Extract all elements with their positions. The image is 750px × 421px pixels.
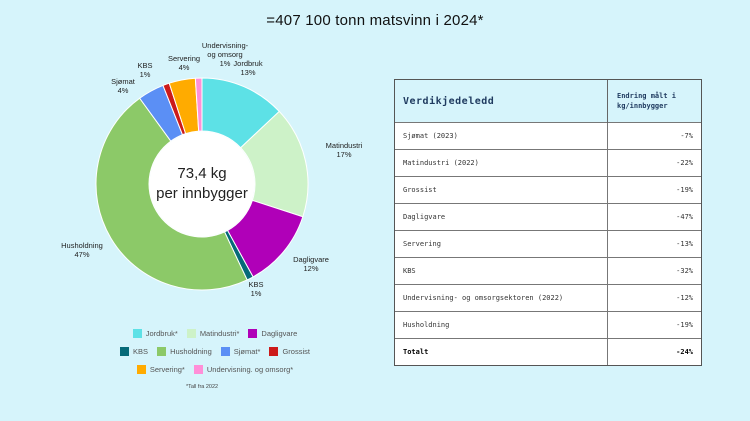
row-value: -12% (607, 284, 701, 312)
legend-item-sjomat: Sjømat* (220, 347, 260, 356)
legend-swatch (248, 329, 258, 338)
legend-item-dagligvare: Dagligvare (248, 329, 297, 338)
slice-label: Sjømat 4% (111, 77, 136, 95)
legend-row: Jordbruk* Matindustri* Dagligvare (110, 329, 320, 338)
legend-item-matindustri: Matindustri* (186, 329, 239, 338)
slice-label: Jordbruk 13% (233, 59, 262, 77)
legend-item-jordbruk: Jordbruk* (132, 329, 178, 338)
table-row: Undervisning- og omsorgsektoren (2022) -1… (395, 284, 701, 312)
row-value: -13% (607, 230, 701, 258)
legend-swatch (220, 347, 230, 356)
row-value: -22% (607, 149, 701, 177)
slice-label: Matindustri 17% (326, 141, 363, 159)
legend-swatch (136, 365, 146, 374)
legend-item-grossist: Grossist (269, 347, 310, 356)
table-row: Husholdning -19% (395, 311, 701, 339)
column-header-change: Endring målt i kg/innbygger (607, 80, 701, 123)
table-header-row: Verdikjedeledd Endring målt i kg/innbygg… (395, 80, 701, 123)
row-label: Sjømat (2023) (395, 122, 608, 150)
page-title: =407 100 tonn matsvinn i 2024* (266, 12, 484, 29)
row-value: -24% (607, 338, 701, 365)
row-label: Husholdning (395, 311, 608, 339)
slice-label: Dagligvare 12% (293, 255, 329, 273)
legend-row: Servering* Undervisning. og omsorg* (110, 365, 320, 374)
change-table: Verdikjedeledd Endring målt i kg/innbygg… (394, 79, 702, 366)
legend-item-kbs: KBS (120, 347, 148, 356)
legend-swatch (193, 365, 203, 374)
table-row-total: Totalt -24% (395, 338, 701, 365)
slice-husholdning (95, 97, 248, 291)
slice-undervisning-og-omsorg (194, 77, 203, 132)
slice-label: Undervisning-og omsorg 1% (202, 41, 249, 68)
row-label: Totalt (395, 338, 608, 365)
center-label-line: per innbygger (156, 185, 248, 202)
legend-swatch (186, 329, 196, 338)
legend-item-undervisning: Undervisning. og omsorg* (193, 365, 293, 374)
row-value: -32% (607, 257, 701, 285)
row-label: KBS (395, 257, 608, 285)
row-label: Grossist (395, 176, 608, 204)
chart-legend: Jordbruk* Matindustri* Dagligvare KBS Hu… (110, 329, 320, 383)
slice-label: Servering 4% (168, 54, 200, 72)
table-row: Servering -13% (395, 230, 701, 258)
table-row: Sjømat (2023) -7% (395, 122, 701, 150)
row-label: Matindustri (2022) (395, 149, 608, 177)
legend-swatch (157, 347, 167, 356)
center-label-line: 73,4 kg (177, 165, 226, 182)
column-header-value-chain: Verdikjedeledd (395, 80, 608, 123)
row-label: Servering (395, 230, 608, 258)
slice-label: KBS 1% (137, 61, 152, 79)
slice-label: Husholdning 47% (61, 241, 103, 259)
row-label: Dagligvare (395, 203, 608, 231)
legend-row: KBS Husholdning Sjømat* Grossist (110, 347, 320, 356)
table-row: KBS -32% (395, 257, 701, 285)
legend-item-husholdning: Husholdning (157, 347, 212, 356)
row-label: Undervisning- og omsorgsektoren (2022) (395, 284, 608, 312)
donut-hole (149, 131, 255, 237)
legend-swatch (132, 329, 142, 338)
legend-swatch (269, 347, 279, 356)
row-value: -47% (607, 203, 701, 231)
footnote: *Tall fra 2022 (186, 384, 219, 390)
row-value: -7% (607, 122, 701, 150)
table-row: Matindustri (2022) -22% (395, 149, 701, 177)
table-row: Grossist -19% (395, 176, 701, 204)
slice-label: KBS 1% (248, 280, 263, 298)
table-row: Dagligvare -47% (395, 203, 701, 231)
row-value: -19% (607, 176, 701, 204)
legend-swatch (120, 347, 130, 356)
legend-item-servering: Servering* (136, 365, 185, 374)
row-value: -19% (607, 311, 701, 339)
